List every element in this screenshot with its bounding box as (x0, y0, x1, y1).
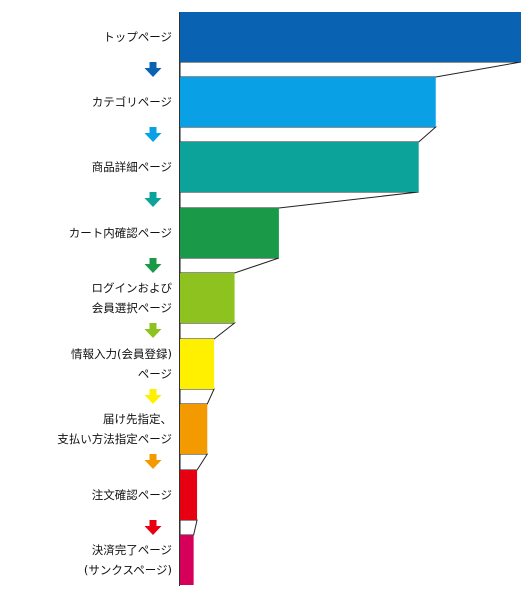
funnel-bar-5 (180, 273, 235, 323)
step-label-9-line-1: 決済完了ページ (92, 543, 172, 557)
step-label-6-line-2: ページ (138, 367, 172, 381)
step-label-5-line-1: ログインおよび (92, 281, 173, 295)
funnel-bars (180, 12, 521, 585)
funnel-connector-1 (179, 61, 522, 78)
down-arrow-icon-4 (144, 258, 162, 273)
down-arrow-icon-1 (144, 62, 162, 77)
funnel-bar-7 (180, 404, 208, 454)
step-label-1: トップページ (103, 30, 172, 44)
down-arrow-icon-3 (144, 192, 162, 207)
down-arrow-icon-7 (144, 454, 162, 469)
down-arrow-icon-2 (144, 127, 162, 142)
funnel-bar-9 (180, 535, 194, 585)
funnel-bar-1 (180, 12, 521, 62)
funnel-connector-7 (179, 453, 209, 471)
step-label-5-line-2: 会員選択ページ (92, 301, 172, 315)
step-label-2: カテゴリページ (92, 95, 172, 109)
funnel-connector-4 (179, 257, 280, 274)
step-label-3: 商品詳細ページ (92, 160, 172, 174)
funnel-bar-4 (180, 208, 279, 258)
down-arrow-icon-5 (144, 323, 162, 338)
funnel-bar-2 (180, 77, 436, 127)
step-label-7-line-1: 届け先指定、 (103, 412, 172, 426)
funnel-bar-6 (180, 339, 215, 389)
step-label-9-line-2: (サンクスページ) (84, 563, 172, 577)
funnel-connector-5 (179, 322, 237, 340)
funnel-bar-3 (180, 142, 419, 192)
funnel-connector-8 (179, 519, 198, 536)
step-label-6-line-1: 情報入力(会員登録) (71, 347, 172, 361)
funnel-connector-2 (179, 126, 438, 143)
down-arrow-icon-6 (144, 389, 162, 404)
funnel-connector-6 (179, 388, 215, 405)
step-label-7-line-2: 支払い方法指定ページ (57, 432, 172, 446)
down-arrow-icon-8 (144, 520, 162, 535)
step-labels: トップページカテゴリページ商品詳細ページカート内確認ページログインおよび会員選択… (57, 30, 172, 577)
step-label-8: 注文確認ページ (92, 488, 172, 502)
down-arrows (144, 62, 162, 535)
funnel-connector-3 (179, 191, 419, 209)
step-label-4: カート内確認ページ (69, 226, 172, 240)
funnel-bar-8 (180, 470, 198, 520)
